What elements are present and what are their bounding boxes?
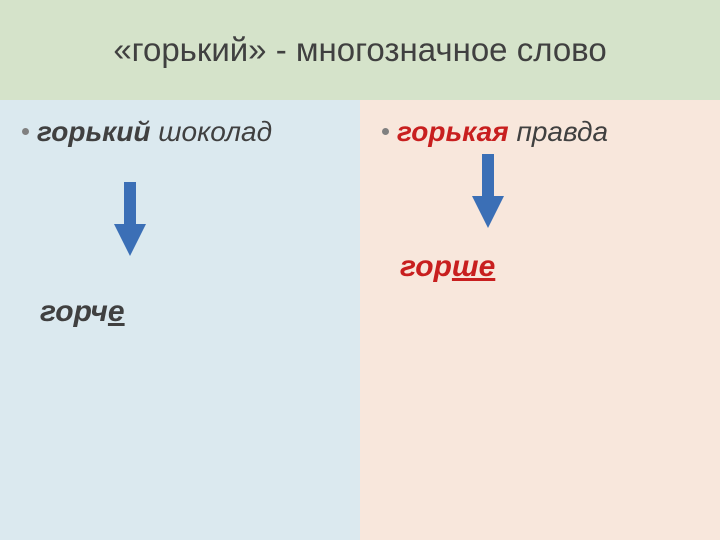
right-adjective: горькая — [397, 116, 509, 147]
bullet-icon — [22, 128, 29, 135]
bullet-icon — [382, 128, 389, 135]
left-result-suffix: е — [108, 295, 125, 328]
right-noun: правда — [516, 116, 608, 147]
title-bar: «горький» - многозначное слово — [0, 0, 720, 100]
left-result-prefix: горч — [40, 295, 108, 328]
arrow-down-icon — [110, 180, 150, 260]
columns: горький шоколад горче горькая правда — [0, 100, 720, 540]
right-bullet-row: горькая правда — [382, 114, 698, 149]
right-phrase: горькая правда — [397, 114, 608, 149]
right-panel: горькая правда горше — [360, 100, 720, 540]
right-result-prefix: гор — [400, 250, 452, 283]
slide-title: «горький» - многозначное слово — [113, 29, 606, 70]
right-result-suffix: ше — [452, 250, 495, 283]
left-result: горче — [40, 295, 125, 329]
left-adjective: горький — [37, 116, 150, 147]
left-noun: шоколад — [158, 116, 272, 147]
left-panel: горький шоколад горче — [0, 100, 360, 540]
arrow-down-icon — [468, 152, 508, 232]
right-result: горше — [400, 250, 495, 284]
slide: «горький» - многозначное слово горький ш… — [0, 0, 720, 540]
left-bullet-row: горький шоколад — [22, 114, 338, 149]
left-phrase: горький шоколад — [37, 114, 272, 149]
